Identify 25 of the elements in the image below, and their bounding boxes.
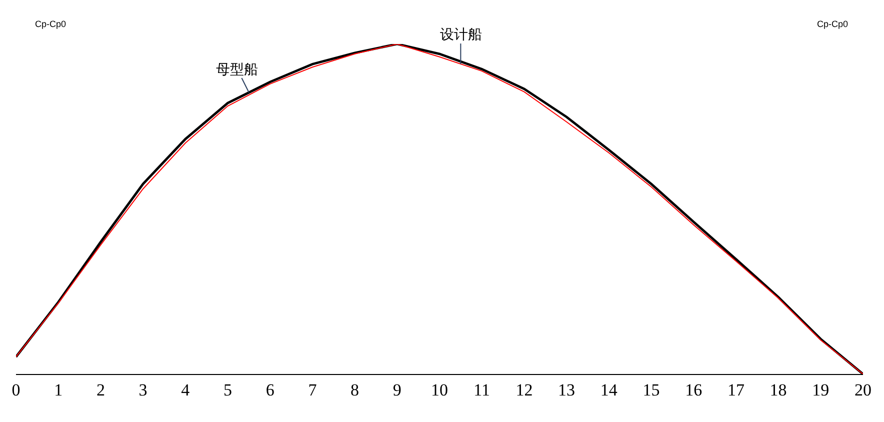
x-tick-label: 18 <box>770 380 787 400</box>
x-tick-label: 0 <box>12 380 20 400</box>
text: Cp-Cp0 <box>35 19 66 29</box>
x-tick-label: 13 <box>558 380 576 400</box>
x-tick-label: 7 <box>308 380 318 400</box>
x-tick-label: 19 <box>812 380 830 400</box>
x-tick-label: 6 <box>266 380 274 400</box>
x-tick-label: 3 <box>138 380 148 400</box>
x-tick-label: 4 <box>181 380 190 400</box>
x-tick-label: 1 <box>54 380 63 400</box>
x-tick-label: 11 <box>474 380 490 400</box>
x-tick-label: 8 <box>350 380 360 400</box>
x-tick-label: 14 <box>600 380 618 400</box>
x-tick-label: 17 <box>727 380 745 400</box>
x-tick-label: 12 <box>516 380 533 400</box>
x-tick-label: 16 <box>685 380 702 400</box>
x-tick-label: 5 <box>224 380 232 400</box>
x-tick-label: 2 <box>96 380 105 400</box>
series-label: 设计船 <box>440 26 482 42</box>
x-tick-label: 9 <box>392 380 402 400</box>
x-tick-label: 10 <box>431 380 448 400</box>
x-tick-label: 15 <box>642 380 660 400</box>
text: Cp-Cp0 <box>817 19 848 29</box>
x-tick-label: 20 <box>854 380 872 400</box>
series-label: 母型船 <box>216 61 258 77</box>
